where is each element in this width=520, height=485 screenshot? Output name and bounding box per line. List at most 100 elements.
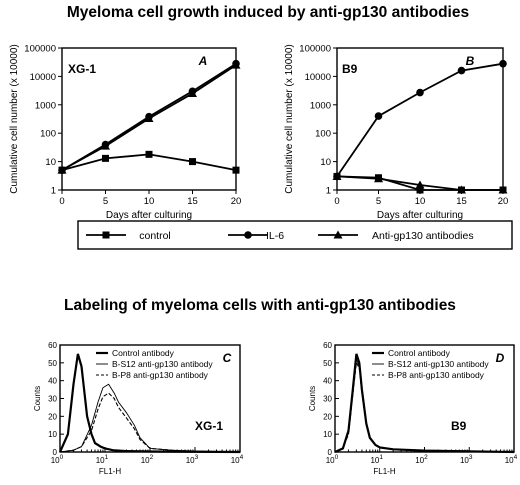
y-tick-label: 50	[323, 359, 332, 368]
x-tick-label: 102	[141, 454, 154, 465]
x-tick-exponent: 4	[240, 454, 244, 461]
x-tick-label: 0	[334, 196, 339, 207]
legend-label-anti-gp130-antibodies: Anti-gp130 antibodies	[372, 230, 474, 242]
legend-label-b-s12-anti-gp130-antibody: B-S12 anti-gp130 antibody	[388, 359, 489, 369]
histogram-curve-b-p8-anti-gp130-antibody	[334, 360, 515, 453]
y-tick-label: 0	[53, 448, 58, 457]
panel-d-histogram: 100 101 102 103 1040102030405060FL1-HCountsD…	[308, 341, 518, 476]
y-tick-label: 1000	[35, 100, 56, 111]
x-axis-label: Days after culturing	[377, 210, 463, 221]
legend-marker-control	[102, 231, 110, 239]
x-tick-exponent: 4	[514, 454, 518, 461]
data-point-anti-gp130-antibodies	[188, 88, 197, 97]
legend-label-b-s12-anti-gp130-antibody: B-S12 anti-gp130 antibody	[112, 359, 213, 369]
data-point-control	[189, 158, 196, 166]
panel-letter: A	[198, 54, 208, 68]
x-axis-label: FL1-H	[99, 467, 121, 476]
data-point-anti-gp130-antibodies	[457, 185, 466, 194]
y-tick-label: 40	[323, 377, 332, 386]
y-tick-label: 10000	[305, 72, 331, 83]
data-point-anti-gp130-antibodies	[101, 141, 110, 150]
data-point-anti-gp130-antibodies	[57, 165, 67, 174]
y-tick-label: 100000	[299, 44, 331, 55]
y-tick-label: 10	[48, 430, 57, 439]
x-tick-label: 0	[59, 196, 64, 207]
x-tick-exponent: 2	[424, 454, 428, 461]
x-tick-label: 100	[51, 454, 64, 465]
series-legend: control IL-6 Anti-gp130 antibodies	[77, 220, 513, 250]
x-axis-label: FL1-H	[373, 467, 395, 476]
x-tick-label: 104	[231, 454, 244, 465]
bottom-title: Labeling of myeloma cells with anti-gp13…	[64, 297, 456, 314]
data-point-anti-gp130-antibodies	[415, 180, 425, 189]
y-axis-label: Cumulative cell number (x 10000)	[9, 44, 20, 194]
y-tick-label: 60	[323, 341, 332, 350]
data-point-anti-gp130-antibodies	[498, 185, 508, 194]
y-axis-label: Counts	[33, 386, 42, 411]
cell-line-label: B9	[342, 62, 358, 76]
histogram-curve-control-antibody	[58, 353, 241, 454]
x-tick-label: 102	[415, 454, 428, 465]
y-tick-label: 30	[323, 395, 332, 404]
legend-marker-anti-gp130-antibodies	[333, 230, 343, 239]
x-tick-label: 100	[326, 454, 339, 465]
y-tick-label: 40	[48, 377, 57, 386]
legend-label-b-p8-anti-gp130-antibody: B-P8 anti-gp130 antibody	[388, 370, 485, 380]
y-tick-label: 0	[328, 448, 333, 457]
cell-line-label: XG-1	[195, 419, 223, 433]
x-tick-label: 20	[498, 196, 509, 207]
y-axis-label: Cumulative cell number (x 10000)	[284, 44, 295, 194]
data-point-control	[102, 154, 109, 162]
cell-line-label: XG-1	[68, 62, 96, 76]
data-point-anti-gp130-antibodies	[332, 171, 342, 180]
data-point-anti-gp130-antibodies	[231, 60, 241, 69]
data-point-anti-gp130-antibodies	[144, 113, 154, 122]
y-tick-label: 100	[40, 129, 56, 140]
y-tick-label: 100	[315, 129, 331, 140]
y-tick-label: 1000	[310, 100, 331, 111]
y-tick-label: 20	[323, 412, 332, 421]
panel-letter: B	[466, 54, 475, 68]
legend-label-b-p8-anti-gp130-antibody: B-P8 anti-gp130 antibody	[112, 370, 209, 380]
series-line-il-6	[336, 62, 504, 177]
x-tick-exponent: 0	[335, 454, 339, 461]
legend-label-control-antibody: Control antibody	[388, 348, 451, 358]
data-point-control	[145, 150, 153, 158]
panel-c-histogram: 100 101 102 103 1040102030405060FL1-HCountsC…	[33, 341, 244, 476]
data-point-il-6	[457, 66, 466, 75]
y-tick-label: 10	[45, 157, 56, 168]
legend-label-control-antibody: Control antibody	[112, 348, 175, 358]
y-tick-label: 30	[48, 395, 57, 404]
y-tick-label: 100000	[24, 44, 56, 55]
data-point-control	[232, 166, 240, 174]
panel-letter: C	[223, 351, 232, 365]
cell-line-label: B9	[451, 419, 467, 433]
x-tick-label: 101	[370, 454, 383, 465]
legend-marker-il-6	[244, 231, 252, 239]
data-point-anti-gp130-antibodies	[374, 174, 383, 183]
x-tick-label: 101	[96, 454, 109, 465]
y-tick-label: 1	[326, 186, 331, 197]
legend-label-control: control	[139, 230, 171, 242]
x-tick-label: 5	[103, 196, 108, 207]
x-tick-label: 103	[186, 454, 199, 465]
data-point-il-6	[499, 59, 507, 68]
x-tick-exponent: 1	[379, 454, 383, 461]
x-tick-exponent: 3	[195, 454, 199, 461]
x-tick-label: 20	[231, 196, 242, 207]
y-tick-label: 50	[48, 359, 57, 368]
x-tick-exponent: 1	[105, 454, 109, 461]
legend-box	[77, 220, 513, 250]
panel-b-growth-chart: 0 5 10 15 20 1 10 100 1000 10000 100000 Days after …	[284, 44, 508, 222]
data-point-il-6	[416, 88, 424, 97]
y-tick-label: 20	[48, 412, 57, 421]
x-tick-label: 5	[376, 196, 381, 207]
x-tick-label: 10	[144, 196, 155, 207]
histogram-curve-b-p8-anti-gp130-antibody	[59, 392, 241, 453]
x-tick-label: 10	[415, 196, 426, 207]
y-tick-label: 10	[323, 430, 332, 439]
x-tick-label: 15	[187, 196, 198, 207]
legend-label-il-6: IL-6	[266, 230, 284, 242]
x-tick-label: 15	[456, 196, 467, 207]
